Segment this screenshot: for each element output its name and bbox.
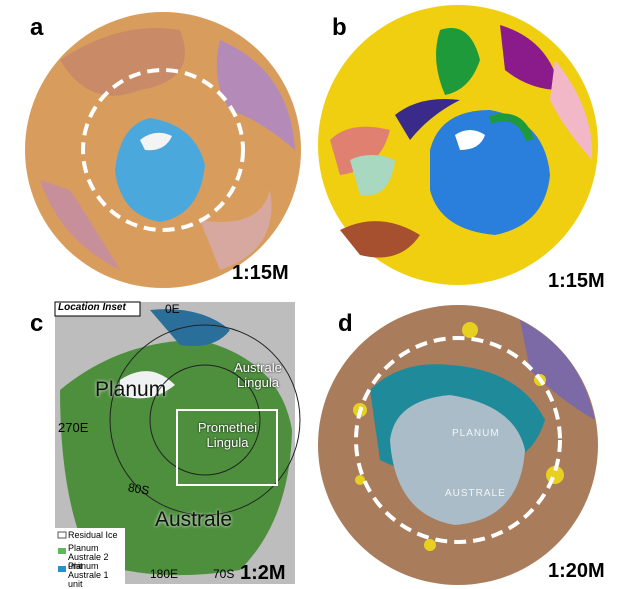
scale-label: 1:2M [240, 562, 286, 585]
panel-label: a [30, 14, 43, 42]
map-label: Promethei Lingula [190, 420, 265, 450]
map-label: 180E [150, 567, 178, 581]
map-label: 70S [213, 567, 234, 581]
legend-entry: Planum Australe 1 unit [68, 562, 124, 589]
map-a [25, 12, 301, 288]
inset-title: Location Inset [58, 302, 126, 313]
map-label: PLANUM [452, 428, 500, 439]
panel-label: d [338, 310, 353, 338]
map-b [318, 5, 598, 285]
panel-label: b [332, 14, 347, 42]
map-label: AUSTRALE [445, 488, 506, 499]
scale-label: 1:20M [548, 560, 605, 583]
map-label: Australe Lingula [228, 360, 288, 390]
scale-label: 1:15M [548, 270, 605, 293]
map-label: 270E [58, 420, 88, 435]
scale-label: 1:15M [232, 262, 289, 285]
maps [0, 0, 621, 586]
map-d [318, 305, 598, 585]
map-label: Australe [155, 508, 232, 532]
map-label: Planum [95, 378, 166, 402]
map-label: 0E [165, 302, 180, 316]
panel-label: c [30, 310, 43, 338]
legend-entry: Residual Ice [68, 530, 118, 540]
figure: a 1:15M b 1:15M c 1:2M d 1:20M Location … [0, 0, 621, 586]
